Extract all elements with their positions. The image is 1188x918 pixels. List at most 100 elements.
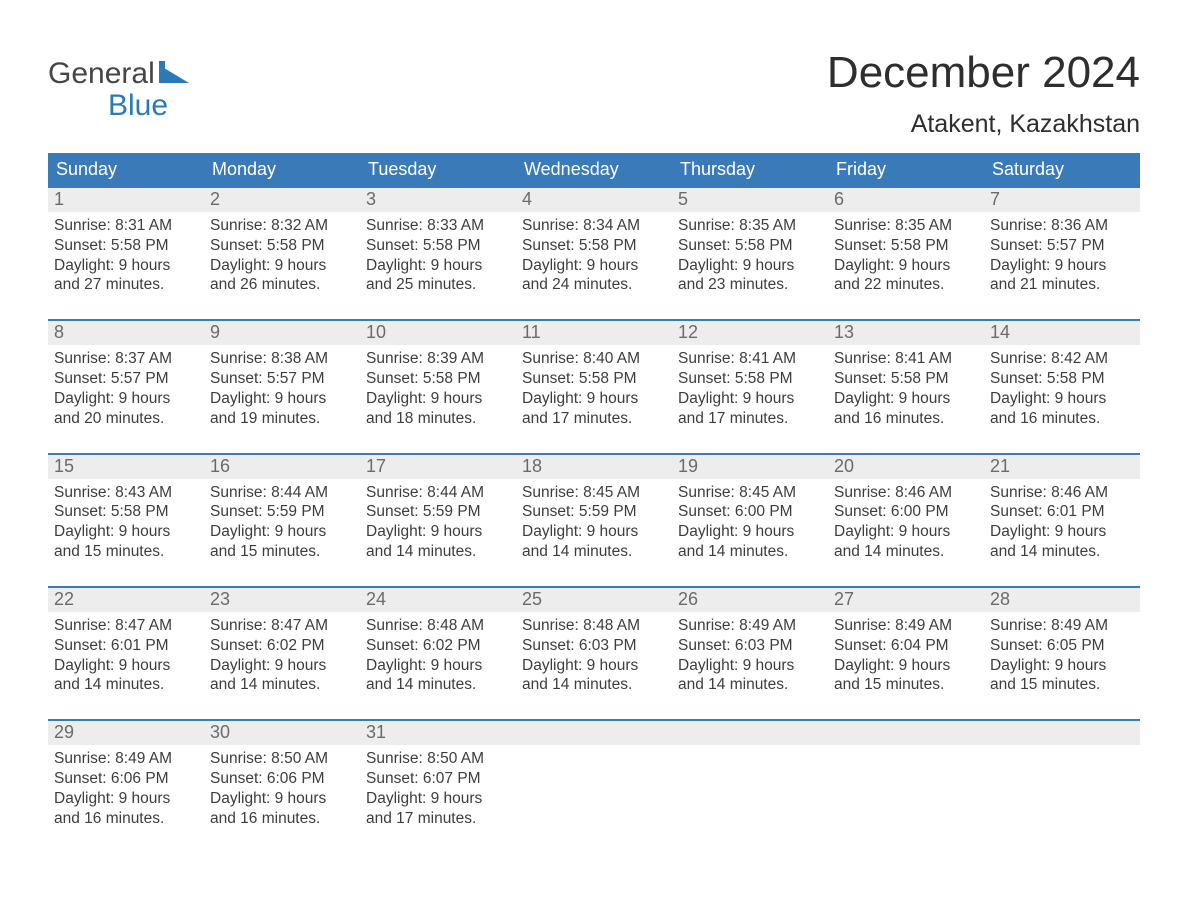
day-number: 16 xyxy=(204,455,360,479)
day-number: 25 xyxy=(516,588,672,612)
sunset-text: Sunset: 6:05 PM xyxy=(990,636,1134,656)
day2-text: and 23 minutes. xyxy=(678,275,822,295)
sunset-text: Sunset: 6:06 PM xyxy=(54,769,198,789)
day1-text: Daylight: 9 hours xyxy=(210,789,354,809)
day-number: 18 xyxy=(516,455,672,479)
day2-text: and 20 minutes. xyxy=(54,409,198,429)
day-number: 6 xyxy=(828,188,984,212)
calendar-cell: 4Sunrise: 8:34 AMSunset: 5:58 PMDaylight… xyxy=(516,188,672,301)
sunset-text: Sunset: 6:01 PM xyxy=(54,636,198,656)
cell-body: Sunrise: 8:48 AMSunset: 6:02 PMDaylight:… xyxy=(360,612,516,701)
cell-body: Sunrise: 8:37 AMSunset: 5:57 PMDaylight:… xyxy=(48,345,204,434)
calendar-cell: 31Sunrise: 8:50 AMSunset: 6:07 PMDayligh… xyxy=(360,721,516,834)
sunrise-text: Sunrise: 8:41 AM xyxy=(834,349,978,369)
day-number: 4 xyxy=(516,188,672,212)
brand-top: General xyxy=(48,58,155,90)
cell-body: Sunrise: 8:50 AMSunset: 6:07 PMDaylight:… xyxy=(360,745,516,834)
day-header: Saturday xyxy=(984,153,1140,186)
sunset-text: Sunset: 5:58 PM xyxy=(834,369,978,389)
day2-text: and 14 minutes. xyxy=(522,542,666,562)
day2-text: and 25 minutes. xyxy=(366,275,510,295)
calendar-cell: 21Sunrise: 8:46 AMSunset: 6:01 PMDayligh… xyxy=(984,455,1140,568)
day2-text: and 16 minutes. xyxy=(834,409,978,429)
calendar-cell: 28Sunrise: 8:49 AMSunset: 6:05 PMDayligh… xyxy=(984,588,1140,701)
brand-logo: General Blue xyxy=(48,58,193,121)
day-number: 22 xyxy=(48,588,204,612)
sunset-text: Sunset: 5:58 PM xyxy=(522,369,666,389)
sunset-text: Sunset: 5:58 PM xyxy=(678,369,822,389)
sunset-text: Sunset: 5:59 PM xyxy=(522,502,666,522)
day-number: 29 xyxy=(48,721,204,745)
calendar-cell: 17Sunrise: 8:44 AMSunset: 5:59 PMDayligh… xyxy=(360,455,516,568)
day-header: Friday xyxy=(828,153,984,186)
day-number: 27 xyxy=(828,588,984,612)
cell-body: Sunrise: 8:47 AMSunset: 6:02 PMDaylight:… xyxy=(204,612,360,701)
day-number: 15 xyxy=(48,455,204,479)
day-number: 12 xyxy=(672,321,828,345)
cell-body: Sunrise: 8:49 AMSunset: 6:04 PMDaylight:… xyxy=(828,612,984,701)
sunrise-text: Sunrise: 8:43 AM xyxy=(54,483,198,503)
day-number xyxy=(516,721,672,745)
brand-bottom: Blue xyxy=(48,90,193,122)
day1-text: Daylight: 9 hours xyxy=(210,256,354,276)
calendar-cell: 24Sunrise: 8:48 AMSunset: 6:02 PMDayligh… xyxy=(360,588,516,701)
sunset-text: Sunset: 5:58 PM xyxy=(678,236,822,256)
day-number: 14 xyxy=(984,321,1140,345)
day2-text: and 14 minutes. xyxy=(990,542,1134,562)
day-header-row: Sunday Monday Tuesday Wednesday Thursday… xyxy=(48,153,1140,186)
calendar-cell: 30Sunrise: 8:50 AMSunset: 6:06 PMDayligh… xyxy=(204,721,360,834)
calendar-cell: 9Sunrise: 8:38 AMSunset: 5:57 PMDaylight… xyxy=(204,321,360,434)
sunset-text: Sunset: 5:57 PM xyxy=(210,369,354,389)
day1-text: Daylight: 9 hours xyxy=(834,389,978,409)
sunrise-text: Sunrise: 8:37 AM xyxy=(54,349,198,369)
day-number: 10 xyxy=(360,321,516,345)
calendar-cell xyxy=(828,721,984,834)
day2-text: and 16 minutes. xyxy=(210,809,354,829)
week-row: 22Sunrise: 8:47 AMSunset: 6:01 PMDayligh… xyxy=(48,586,1140,701)
sunset-text: Sunset: 5:58 PM xyxy=(834,236,978,256)
day-header: Sunday xyxy=(48,153,204,186)
sunset-text: Sunset: 6:02 PM xyxy=(210,636,354,656)
day-number: 2 xyxy=(204,188,360,212)
day1-text: Daylight: 9 hours xyxy=(522,256,666,276)
day-number xyxy=(828,721,984,745)
cell-body: Sunrise: 8:40 AMSunset: 5:58 PMDaylight:… xyxy=(516,345,672,434)
day2-text: and 14 minutes. xyxy=(54,675,198,695)
calendar-cell: 22Sunrise: 8:47 AMSunset: 6:01 PMDayligh… xyxy=(48,588,204,701)
sunrise-text: Sunrise: 8:39 AM xyxy=(366,349,510,369)
cell-body: Sunrise: 8:41 AMSunset: 5:58 PMDaylight:… xyxy=(828,345,984,434)
sunset-text: Sunset: 5:58 PM xyxy=(990,369,1134,389)
day2-text: and 14 minutes. xyxy=(210,675,354,695)
day1-text: Daylight: 9 hours xyxy=(678,256,822,276)
cell-body: Sunrise: 8:48 AMSunset: 6:03 PMDaylight:… xyxy=(516,612,672,701)
day-number: 9 xyxy=(204,321,360,345)
title-block: December 2024 Atakent, Kazakhstan xyxy=(827,30,1140,139)
day2-text: and 17 minutes. xyxy=(366,809,510,829)
sunrise-text: Sunrise: 8:35 AM xyxy=(834,216,978,236)
day1-text: Daylight: 9 hours xyxy=(210,522,354,542)
day2-text: and 15 minutes. xyxy=(54,542,198,562)
day-header: Tuesday xyxy=(360,153,516,186)
calendar-cell: 15Sunrise: 8:43 AMSunset: 5:58 PMDayligh… xyxy=(48,455,204,568)
cell-body: Sunrise: 8:36 AMSunset: 5:57 PMDaylight:… xyxy=(984,212,1140,301)
cell-body: Sunrise: 8:39 AMSunset: 5:58 PMDaylight:… xyxy=(360,345,516,434)
sunrise-text: Sunrise: 8:46 AM xyxy=(834,483,978,503)
day-header: Wednesday xyxy=(516,153,672,186)
week-row: 8Sunrise: 8:37 AMSunset: 5:57 PMDaylight… xyxy=(48,319,1140,434)
sunrise-text: Sunrise: 8:47 AM xyxy=(54,616,198,636)
cell-body: Sunrise: 8:42 AMSunset: 5:58 PMDaylight:… xyxy=(984,345,1140,434)
day2-text: and 14 minutes. xyxy=(366,675,510,695)
sunrise-text: Sunrise: 8:40 AM xyxy=(522,349,666,369)
cell-body: Sunrise: 8:45 AMSunset: 6:00 PMDaylight:… xyxy=(672,479,828,568)
cell-body: Sunrise: 8:43 AMSunset: 5:58 PMDaylight:… xyxy=(48,479,204,568)
page-title: December 2024 xyxy=(827,48,1140,98)
day2-text: and 15 minutes. xyxy=(210,542,354,562)
day-number: 13 xyxy=(828,321,984,345)
day-header: Monday xyxy=(204,153,360,186)
day-number xyxy=(984,721,1140,745)
day2-text: and 27 minutes. xyxy=(54,275,198,295)
day2-text: and 24 minutes. xyxy=(522,275,666,295)
cell-body: Sunrise: 8:44 AMSunset: 5:59 PMDaylight:… xyxy=(204,479,360,568)
calendar-cell xyxy=(672,721,828,834)
sunrise-text: Sunrise: 8:49 AM xyxy=(678,616,822,636)
